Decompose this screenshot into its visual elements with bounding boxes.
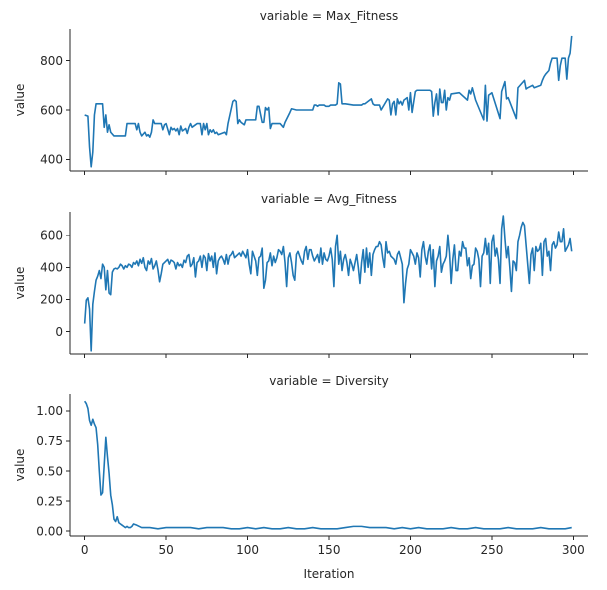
y-tick-label: 600 — [40, 103, 63, 117]
x-tick-label: 50 — [158, 543, 173, 557]
y-axis-label: value — [13, 267, 27, 300]
x-tick-label: 100 — [236, 543, 259, 557]
x-axis-label: Iteration — [304, 567, 355, 581]
series-line — [83, 215, 573, 352]
x-tick-label: 150 — [318, 543, 341, 557]
y-tick-label: 0.00 — [36, 524, 63, 538]
y-tick-label: 200 — [40, 293, 63, 307]
x-tick-label: 0 — [81, 543, 89, 557]
panel-title: variable = Max_Fitness — [260, 9, 398, 23]
y-axis-label: value — [13, 449, 27, 482]
series-line — [84, 35, 573, 168]
y-tick-label: 400 — [40, 261, 63, 275]
x-tick-label: 200 — [399, 543, 422, 557]
y-tick-label: 0.75 — [36, 434, 63, 448]
y-axis-label: value — [13, 84, 27, 117]
y-tick-label: 0 — [55, 325, 63, 339]
panel-1: variable = Max_Fitness 400 600 800 value — [13, 9, 588, 175]
x-tick-label: 250 — [480, 543, 503, 557]
y-tick-label: 0.25 — [36, 494, 63, 508]
panel-title: variable = Diversity — [269, 374, 388, 388]
y-tick-label: 800 — [40, 54, 63, 68]
panel-3: variable = Diversity 0.00 0.25 0.50 0.75 1.00… — [13, 374, 588, 557]
panel-2: variable = Avg_Fitness 0 200 400 600 value — [13, 192, 588, 358]
x-tick-label: 300 — [562, 543, 585, 557]
y-tick-label: 0.50 — [36, 464, 63, 478]
y-tick-label: 400 — [40, 153, 63, 167]
y-tick-label: 600 — [40, 229, 63, 243]
y-tick-label: 1.00 — [36, 404, 63, 418]
panel-title: variable = Avg_Fitness — [261, 192, 397, 206]
series-line — [83, 400, 572, 530]
